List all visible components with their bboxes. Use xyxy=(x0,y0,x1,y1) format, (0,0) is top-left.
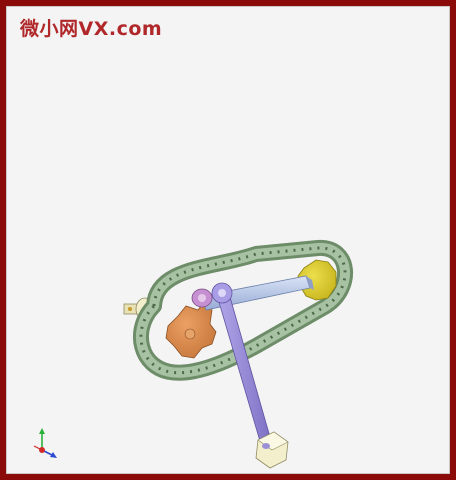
crank-pin xyxy=(191,288,213,308)
cad-viewport[interactable] xyxy=(6,6,450,474)
roller-chain xyxy=(132,240,354,381)
end-block xyxy=(255,431,289,469)
coordinate-triad-icon xyxy=(33,428,57,458)
drive-sprocket xyxy=(165,301,217,359)
watermark-label: 微小网VX.com xyxy=(20,18,163,40)
